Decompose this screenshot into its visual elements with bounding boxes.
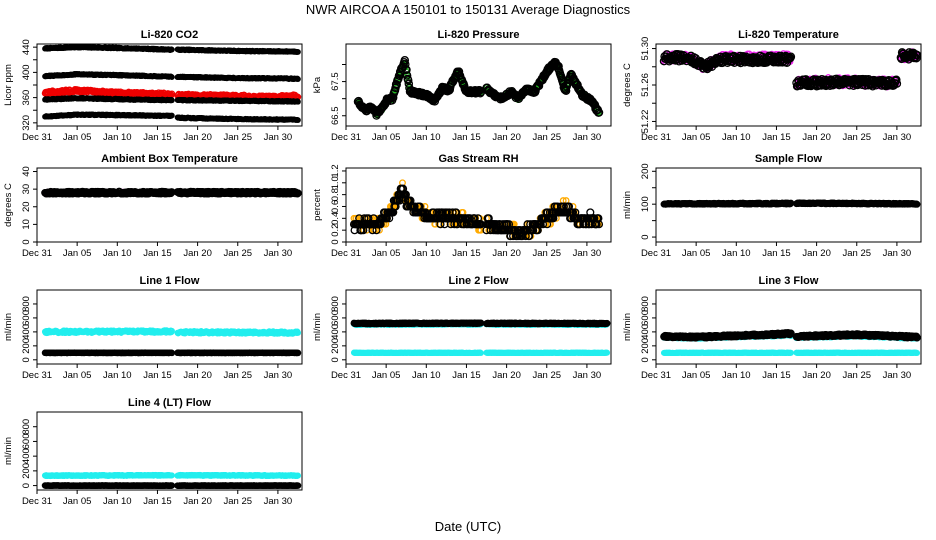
panel-title: Li-820 Temperature: [738, 29, 839, 41]
panel-title: Gas Stream RH: [438, 153, 518, 165]
x-tick-label: Jan 05: [63, 248, 92, 259]
data-point: [402, 71, 412, 80]
y-tick-label: 66.5: [330, 107, 341, 126]
x-tick-label: Jan 20: [802, 132, 831, 143]
figure-x-axis-title: Date (UTC): [435, 519, 501, 534]
data-points: [349, 179, 604, 241]
x-tick-label: Jan 30: [573, 132, 602, 143]
x-tick-label: Jan 20: [183, 132, 212, 143]
x-tick-label: Dec 31: [22, 132, 52, 143]
y-tick-label: 440: [21, 39, 32, 55]
plot-frame: [36, 167, 303, 243]
data-point: [561, 86, 571, 96]
y-tick-label: 0: [21, 239, 32, 244]
x-tick-label: Jan 25: [842, 132, 871, 143]
data-point: [912, 53, 921, 63]
data-points: [659, 48, 921, 91]
data-point: [169, 46, 175, 53]
panel-co2: Li-820 CO2 Licor ppm Dec 31 Jan 05 Jan 10 Jan…: [3, 29, 303, 143]
x-tick-label: Jan 20: [492, 132, 521, 143]
y-tick-label: 20: [21, 201, 32, 212]
series-std4: [42, 111, 301, 123]
data-point: [400, 56, 410, 65]
x-tick-label: Jan 30: [264, 248, 293, 259]
x-tick-label: Dec 31: [331, 132, 361, 143]
data-point: [786, 52, 796, 61]
y-axis-label: degrees C: [3, 183, 14, 227]
x-tick-label: Jan 30: [883, 132, 912, 143]
x-tick-label: Dec 31: [22, 248, 52, 259]
data-point: [402, 65, 411, 75]
y-tick-label: 320: [21, 115, 32, 131]
x-tick-label: Jan 15: [143, 248, 172, 259]
y-axis-label: percent: [312, 189, 323, 221]
data-point: [295, 76, 301, 82]
data-point: [169, 112, 175, 119]
x-tick-label: Jan 25: [223, 248, 252, 259]
data-point: [392, 80, 401, 89]
x-tick-label: Jan 05: [682, 132, 711, 143]
data-point: [892, 79, 902, 88]
x-tick-label: Jan 20: [183, 248, 212, 259]
panel-pressure: Li-820 Pressure kPa Dec 31 Jan 05 Jan 10 Jan …: [312, 29, 612, 143]
data-point: [295, 98, 301, 105]
data-point: [169, 97, 175, 104]
data-points: [41, 44, 302, 123]
y-tick-label: 400: [21, 64, 32, 80]
data-point: [295, 117, 301, 123]
panel-title: Ambient Box Temperature: [101, 153, 238, 165]
data-points: [353, 56, 604, 120]
y-tick-label: 51.22: [640, 110, 651, 134]
series-std2: [42, 71, 301, 82]
y-tick-label: 360: [21, 90, 32, 106]
x-tick-label: Jan 05: [372, 132, 401, 143]
data-point: [295, 49, 301, 55]
y-tick-label: 67.5: [330, 72, 341, 91]
y-tick-label: 51.30: [640, 37, 651, 61]
y-tick-label: 51.26: [640, 73, 651, 97]
data-points: [41, 187, 302, 198]
panel-ambient-temp: Ambient Box Temperature degrees C Dec 31 Ja…: [3, 153, 303, 259]
x-tick-label: Jan 10: [103, 248, 132, 259]
x-tick-label: Jan 10: [412, 132, 441, 143]
data-point: [169, 74, 175, 80]
data-point: [168, 90, 176, 97]
y-tick-label: 40: [21, 166, 32, 177]
plot-frame: [345, 43, 612, 127]
panel-temperature: Li-820 Temperature degrees C Dec 31 Jan 05 J…: [622, 29, 922, 143]
x-tick-label: Jan 10: [103, 132, 132, 143]
series-box-black: [41, 187, 302, 198]
x-tick-label: Jan 05: [63, 132, 92, 143]
data-point: [892, 75, 901, 85]
panel-title: Li-820 Pressure: [438, 29, 520, 41]
y-tick-label: 10: [21, 219, 32, 230]
x-tick-label: Jan 30: [264, 132, 293, 143]
data-point: [594, 108, 604, 117]
panel-grid: Li-820 CO2 Licor ppm Dec 31 Jan 05 Jan 10 Jan…: [3, 29, 922, 507]
data-point: [403, 75, 413, 85]
y-axis-label: kPa: [312, 76, 323, 93]
x-tick-label: Jan 15: [762, 132, 791, 143]
x-tick-label: Jan 10: [722, 132, 751, 143]
y-axis-label: Licor ppm: [3, 64, 14, 106]
x-tick-label: Jan 15: [143, 132, 172, 143]
figure-title: NWR AIRCOA A 150101 to 150131 Average Di…: [306, 2, 631, 17]
x-tick-label: Jan 15: [452, 132, 481, 143]
x-tick-label: Dec 31: [641, 132, 671, 143]
series-pressure-black: [353, 56, 604, 120]
y-tick-label: 30: [21, 184, 32, 195]
data-point: [294, 189, 302, 198]
series-std3: [42, 95, 301, 105]
x-tick-label: Jan 25: [532, 132, 561, 143]
series-std1: [42, 44, 301, 55]
panel-title: Li-820 CO2: [141, 29, 198, 41]
data-point: [401, 59, 410, 69]
x-tick-label: Jan 25: [223, 132, 252, 143]
y-axis-label: degrees C: [622, 63, 633, 107]
series-temp-black: [659, 48, 921, 91]
